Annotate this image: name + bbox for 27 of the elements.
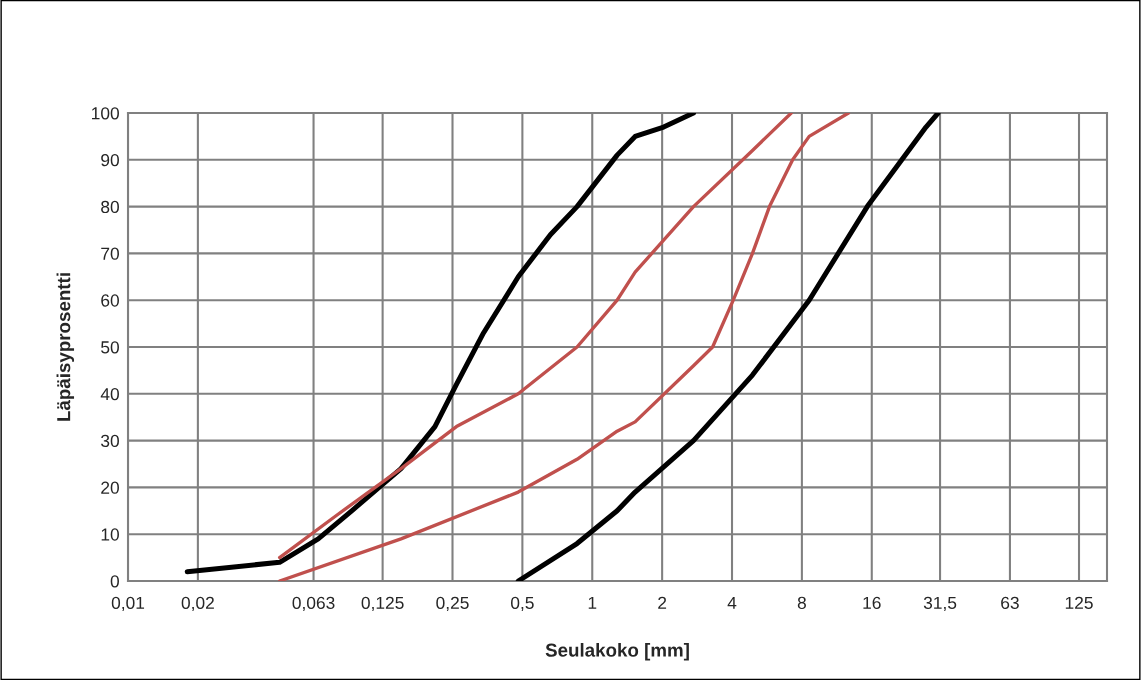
y-tick-label: 40 — [100, 387, 119, 401]
y-tick-label: 60 — [101, 294, 119, 307]
y-tick-label: 100 — [92, 107, 119, 120]
x-tick-label: 63 — [1001, 596, 1019, 610]
x-tick-label: 0,063 — [292, 596, 335, 612]
y-tick-label: 80 — [101, 200, 119, 214]
x-tick-label: 0,25 — [436, 596, 469, 612]
x-tick-label: 0,01 — [111, 596, 145, 612]
x-tick-label: 4 — [727, 596, 737, 609]
x-tick-label: 125 — [1065, 596, 1093, 610]
x-tick-label: 8 — [797, 596, 806, 610]
x-axis-title: Seulakoko [mm] — [545, 643, 689, 661]
x-tick-label: 2 — [658, 596, 667, 609]
y-tick-label: 30 — [101, 434, 119, 448]
y-axis-title: Läpäisyprosentti — [56, 273, 75, 421]
x-tick-label: 0,02 — [181, 596, 214, 612]
y-tick-label: 20 — [101, 481, 119, 494]
y-tick-label: 0 — [110, 575, 119, 588]
y-tick-label: 90 — [101, 153, 119, 167]
x-tick-label: 16 — [863, 596, 881, 610]
x-tick-label: 0,5 — [510, 596, 534, 612]
x-tick-label: 0,125 — [361, 596, 404, 612]
y-tick-label: 70 — [101, 247, 119, 260]
y-tick-label: 10 — [101, 528, 119, 541]
y-tick-label: 50 — [101, 341, 119, 354]
x-tick-label: 31,5 — [923, 596, 957, 612]
x-tick-label: 1 — [588, 596, 597, 609]
